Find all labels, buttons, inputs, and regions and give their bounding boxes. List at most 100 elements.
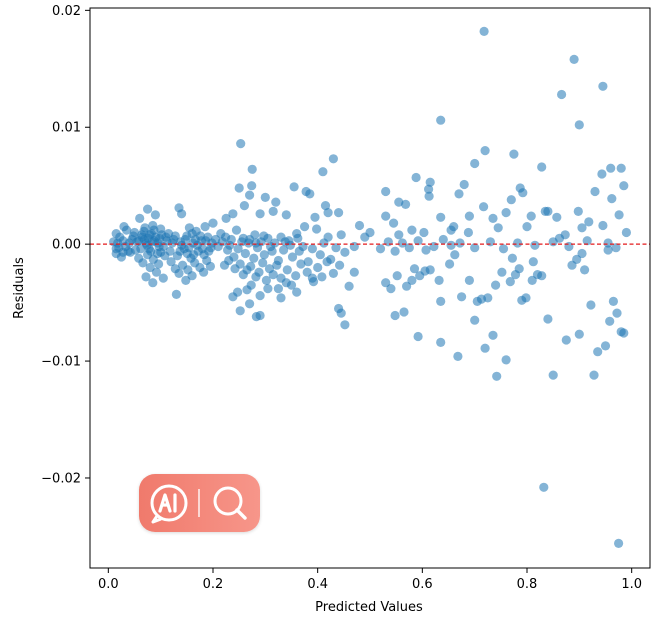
x-tick-label: 0.8 bbox=[517, 577, 538, 592]
data-point bbox=[200, 222, 210, 232]
data-point bbox=[281, 210, 291, 220]
data-point bbox=[221, 213, 231, 223]
data-point bbox=[204, 246, 214, 256]
data-point bbox=[276, 293, 286, 303]
data-point bbox=[344, 281, 354, 291]
data-point bbox=[270, 238, 280, 248]
data-point bbox=[492, 371, 502, 381]
data-point bbox=[616, 163, 626, 173]
y-tick-label: 0.01 bbox=[52, 121, 81, 136]
data-point bbox=[453, 351, 463, 361]
data-point bbox=[360, 232, 370, 242]
data-point bbox=[255, 291, 265, 301]
ai-chat-icon bbox=[150, 484, 188, 524]
data-point bbox=[293, 233, 303, 243]
data-point bbox=[260, 192, 270, 202]
data-point bbox=[593, 347, 603, 357]
data-point bbox=[307, 244, 317, 254]
data-point bbox=[397, 238, 407, 248]
ai-search-badge[interactable] bbox=[139, 474, 260, 532]
data-point bbox=[521, 293, 531, 303]
data-point bbox=[259, 250, 269, 260]
data-point bbox=[459, 179, 469, 190]
data-point bbox=[313, 262, 323, 273]
data-point bbox=[560, 230, 570, 240]
data-point bbox=[180, 234, 190, 245]
data-point bbox=[247, 181, 257, 191]
data-point bbox=[605, 316, 615, 326]
data-point bbox=[488, 213, 498, 223]
data-point bbox=[421, 245, 431, 255]
data-point bbox=[111, 244, 121, 254]
data-point bbox=[598, 81, 608, 91]
data-point bbox=[233, 287, 243, 297]
data-point bbox=[170, 231, 180, 241]
data-point bbox=[394, 230, 404, 240]
search-icon bbox=[213, 486, 247, 520]
data-point bbox=[124, 238, 134, 248]
data-point bbox=[181, 275, 191, 285]
data-point bbox=[331, 243, 341, 253]
data-point bbox=[349, 267, 359, 277]
data-point bbox=[298, 241, 308, 252]
data-point bbox=[552, 212, 562, 222]
data-point bbox=[464, 211, 474, 221]
data-point bbox=[291, 271, 301, 281]
data-point bbox=[287, 252, 298, 262]
data-point bbox=[606, 163, 616, 173]
x-tick-label: 1.0 bbox=[621, 577, 642, 592]
data-point bbox=[611, 243, 621, 253]
data-point bbox=[505, 277, 515, 287]
data-point bbox=[205, 261, 215, 271]
data-point bbox=[470, 158, 480, 169]
data-point bbox=[246, 261, 256, 271]
data-point bbox=[513, 238, 523, 248]
data-point bbox=[118, 247, 128, 257]
data-point bbox=[411, 172, 421, 183]
data-point bbox=[518, 188, 528, 198]
data-point bbox=[413, 331, 423, 342]
data-point bbox=[141, 272, 151, 282]
data-point bbox=[573, 206, 583, 216]
data-point bbox=[413, 236, 423, 246]
data-point bbox=[296, 259, 306, 269]
data-point bbox=[564, 241, 574, 252]
data-point bbox=[446, 225, 456, 235]
data-point bbox=[318, 167, 328, 177]
data-point bbox=[175, 246, 185, 256]
data-point bbox=[305, 189, 315, 199]
data-point bbox=[281, 278, 291, 288]
data-point bbox=[134, 236, 144, 246]
data-point bbox=[614, 210, 624, 220]
data-point bbox=[225, 240, 235, 250]
data-point bbox=[268, 206, 278, 216]
data-point bbox=[407, 275, 417, 285]
data-point bbox=[174, 268, 184, 278]
data-point bbox=[480, 343, 490, 353]
data-point bbox=[470, 315, 480, 325]
data-point bbox=[438, 234, 448, 245]
data-point bbox=[399, 307, 409, 317]
data-point bbox=[392, 271, 402, 281]
data-point bbox=[156, 247, 166, 257]
data-point bbox=[312, 224, 322, 234]
data-point bbox=[501, 208, 511, 218]
data-point bbox=[402, 281, 412, 291]
data-point bbox=[143, 204, 153, 214]
data-point bbox=[574, 329, 584, 339]
y-tick-label: 0.00 bbox=[52, 238, 81, 253]
data-point bbox=[317, 272, 327, 282]
data-point bbox=[480, 146, 490, 156]
data-point bbox=[245, 299, 255, 309]
data-point bbox=[621, 227, 632, 238]
data-point bbox=[307, 273, 317, 283]
data-point bbox=[463, 227, 473, 238]
data-point bbox=[409, 264, 420, 274]
x-tick-label: 0.2 bbox=[203, 577, 224, 592]
data-point bbox=[434, 275, 444, 285]
data-point bbox=[429, 241, 439, 252]
data-point bbox=[349, 241, 359, 252]
data-point bbox=[446, 240, 456, 250]
data-point bbox=[507, 253, 517, 263]
data-point bbox=[336, 230, 346, 240]
